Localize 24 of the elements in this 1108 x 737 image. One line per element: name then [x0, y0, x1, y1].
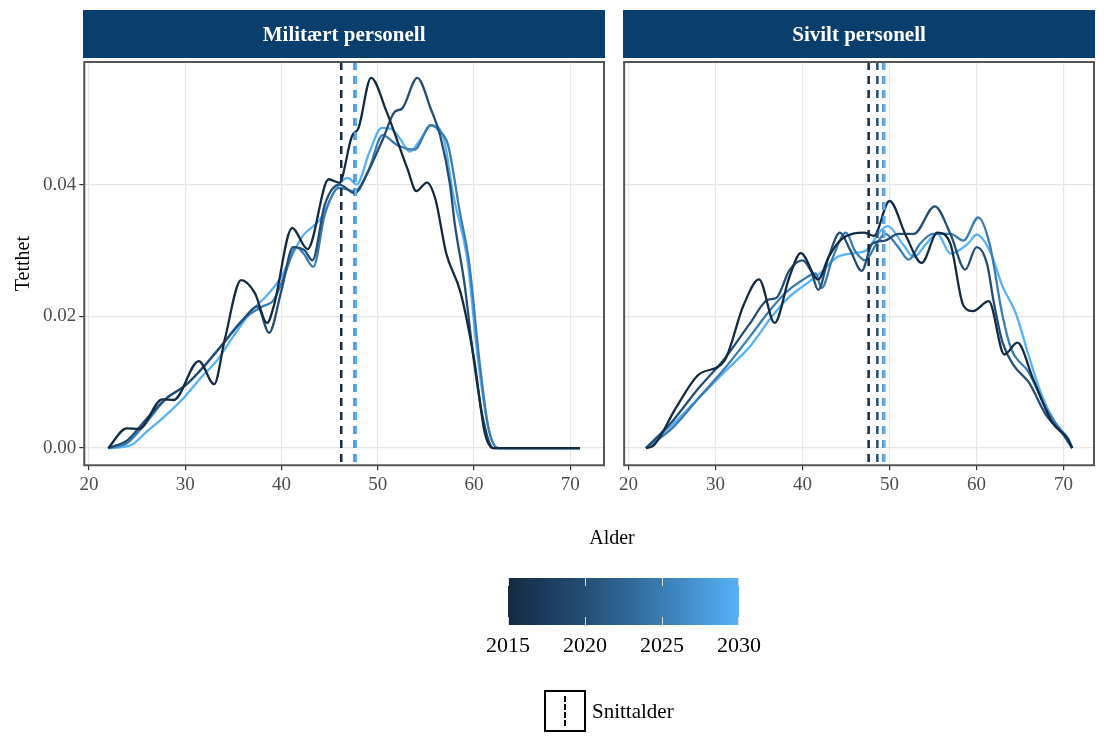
x-tick-label: 40	[272, 472, 292, 494]
x-tick-label: 30	[706, 472, 726, 494]
x-tick-label: 60	[967, 472, 987, 494]
chart-title: Militært personell	[83, 10, 605, 58]
y-tick-label: 0.02	[43, 304, 77, 326]
x-axis-title: Alder	[588, 526, 636, 549]
text: Snittalder	[592, 698, 674, 724]
x-tick-label: 30	[175, 472, 195, 494]
y-tick-label: 0.00	[43, 436, 77, 458]
x-tick-label: 20	[619, 472, 638, 494]
x-tick-label: 50	[880, 472, 900, 494]
x-tick-label: 50	[368, 472, 388, 494]
color-bar-label: 2030	[716, 632, 762, 658]
x-tick-label: 60	[464, 472, 484, 494]
x-tick-label: 70	[560, 472, 580, 494]
x-tick-label: 20	[79, 472, 99, 494]
y-tick-label: 0.04	[43, 172, 77, 194]
y-axis-title: Tetthet	[11, 235, 34, 292]
x-tick-label: 70	[1054, 472, 1074, 494]
color-bar-label: 2015	[485, 632, 531, 658]
chart-title: Sivilt personell	[623, 10, 1095, 58]
x-tick-label: 40	[793, 472, 813, 494]
color-bar-label: 2025	[639, 632, 685, 658]
color-bar-label: 2020	[562, 632, 608, 658]
